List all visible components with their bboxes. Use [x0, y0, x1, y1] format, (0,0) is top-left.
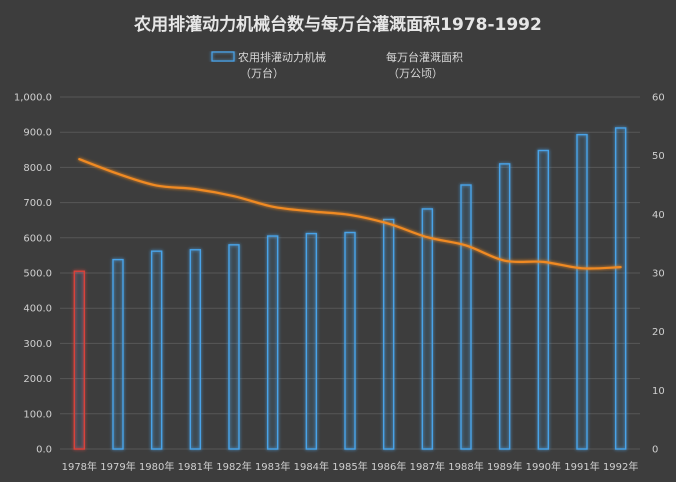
bar — [150, 250, 163, 450]
left-tick-label: 500.0 — [23, 269, 52, 280]
bar — [537, 149, 550, 450]
right-tick-label: 50 — [652, 151, 665, 162]
line-series — [78, 158, 622, 270]
left-tick-label: 0.0 — [36, 445, 52, 456]
legend-bar-swatch — [211, 51, 235, 62]
bar — [421, 208, 434, 450]
bar — [266, 235, 279, 450]
x-axis: 1978年 1979年 1980年 1981年 1982年 1983年 1984年 1985年… — [62, 460, 639, 473]
left-tick-label: 1,000.0 — [14, 93, 52, 104]
legend: 农用排灌动力机械 （万台） 每万台灌溉面积 （万公顷） — [211, 50, 463, 80]
left-tick-label: 400.0 — [23, 304, 52, 315]
bar — [614, 127, 627, 450]
bar — [305, 232, 318, 450]
bar-series — [73, 127, 627, 450]
bar — [73, 270, 86, 450]
right-tick-label: 60 — [652, 93, 665, 104]
bar — [228, 244, 240, 450]
x-tick-label: 1983年 — [255, 460, 290, 473]
bar — [576, 133, 588, 450]
left-tick-label: 900.0 — [23, 128, 52, 139]
bar — [498, 163, 511, 450]
left-tick-label: 300.0 — [23, 339, 52, 350]
bar — [189, 249, 202, 450]
x-tick-label: 1988年 — [448, 460, 483, 473]
x-tick-label: 1992年 — [603, 460, 638, 473]
left-axis: 0.0 100.0 200.0 300.0 400.0 500.0 600.0 700.0 80… — [14, 93, 52, 456]
x-tick-label: 1986年 — [371, 460, 406, 473]
x-tick-label: 1981年 — [178, 460, 213, 473]
right-tick-label: 10 — [652, 386, 665, 397]
legend-line-label: 每万台灌溉面积 — [386, 50, 463, 64]
x-tick-label: 1984年 — [294, 460, 329, 473]
x-tick-label: 1978年 — [62, 460, 97, 473]
left-tick-label: 700.0 — [23, 198, 52, 209]
x-tick-label: 1990年 — [526, 460, 561, 473]
legend-bar-label: 农用排灌动力机械 — [238, 50, 326, 64]
right-tick-label: 30 — [652, 269, 665, 280]
legend-bar-label-unit: （万台） — [240, 66, 284, 80]
right-tick-label: 0 — [652, 445, 658, 456]
x-tick-label: 1980年 — [139, 460, 174, 473]
right-tick-label: 20 — [652, 327, 665, 338]
right-axis: 0 10 20 30 40 50 60 — [652, 93, 665, 456]
x-tick-label: 1987年 — [410, 460, 445, 473]
bar — [382, 218, 395, 450]
left-tick-label: 800.0 — [23, 163, 52, 174]
bar — [112, 258, 124, 450]
bar — [344, 231, 356, 450]
right-tick-label: 40 — [652, 210, 665, 221]
x-tick-label: 1991年 — [564, 460, 599, 473]
legend-line-label-unit: （万公顷） — [388, 67, 443, 80]
x-tick-label: 1985年 — [332, 460, 367, 473]
x-tick-label: 1989年 — [487, 460, 522, 473]
left-tick-label: 200.0 — [23, 374, 52, 385]
x-tick-label: 1979年 — [100, 460, 135, 473]
bar — [460, 184, 472, 450]
chart-title: 农用排灌动力机械台数与每万台灌溉面积1978-1992 — [133, 14, 542, 35]
left-tick-label: 600.0 — [23, 233, 52, 244]
left-tick-label: 100.0 — [23, 409, 52, 420]
x-tick-label: 1982年 — [216, 460, 251, 473]
